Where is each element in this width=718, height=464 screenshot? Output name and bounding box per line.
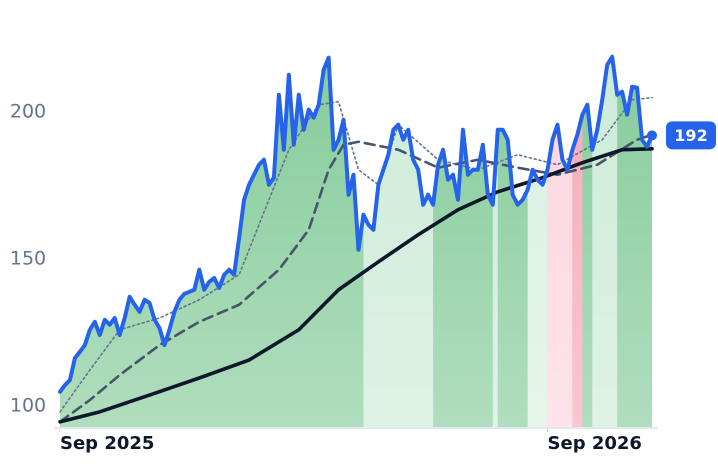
y-tick-label: 200 — [10, 100, 46, 122]
foreground-layer: 100 150 200 Sep 2025 Sep 2026 192 — [10, 54, 716, 454]
last-value-badge — [666, 121, 716, 150]
moving-average-line — [59, 96, 653, 413]
last-value-dot — [647, 130, 657, 141]
x-tick-label: Sep 2026 — [548, 433, 642, 454]
last-value-label: 192 — [674, 126, 707, 145]
x-tick-label: Sep 2025 — [60, 433, 154, 454]
price-line — [58, 54, 654, 394]
y-tick-label: 100 — [10, 394, 46, 416]
y-tick-label: 150 — [10, 247, 46, 269]
